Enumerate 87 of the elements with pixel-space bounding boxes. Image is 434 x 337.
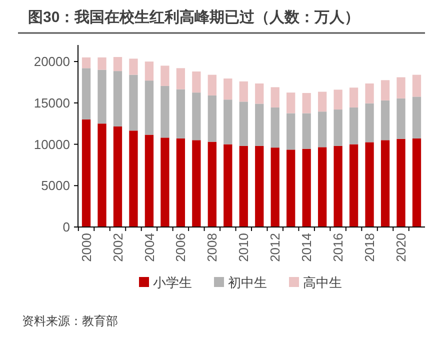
bar	[160, 86, 170, 138]
y-tick-label: 0	[62, 220, 70, 235]
bar	[302, 148, 311, 227]
x-tick-label: 2012	[268, 233, 283, 262]
bar	[113, 126, 122, 227]
bar	[334, 90, 342, 110]
bar	[239, 81, 248, 102]
bar	[396, 138, 406, 227]
bar	[349, 107, 358, 144]
x-tick-label: 2014	[299, 233, 314, 262]
bar	[224, 100, 232, 144]
bar	[349, 144, 358, 227]
y-tick-label: 20000	[34, 54, 70, 70]
bar	[129, 130, 138, 227]
text: 资料来源：教育部	[22, 314, 118, 328]
bar	[412, 138, 422, 227]
bar	[176, 68, 186, 90]
y-tick-label: 15000	[34, 95, 70, 110]
legend-label: 初中生	[228, 275, 267, 290]
bar	[334, 110, 342, 146]
bar	[255, 104, 264, 146]
bar	[176, 138, 186, 227]
bar	[286, 113, 296, 150]
bar	[224, 144, 232, 227]
bar	[98, 70, 106, 124]
x-tick-label: 2000	[78, 233, 94, 262]
bar	[144, 80, 154, 135]
bar	[318, 92, 327, 112]
bar	[144, 62, 154, 81]
y-tick-label: 10000	[34, 136, 70, 152]
bar	[129, 58, 138, 75]
x-tick-label: 2004	[142, 233, 157, 262]
bar	[286, 92, 296, 114]
bar	[270, 87, 280, 108]
bar	[208, 142, 216, 227]
bar	[82, 119, 91, 227]
bar	[365, 83, 374, 104]
chart-title: 图30：我国在校生红利高峰期已过（人数：万人）	[28, 8, 360, 26]
bar	[208, 74, 216, 96]
bar	[98, 57, 106, 70]
bar	[380, 140, 390, 227]
bar	[318, 147, 327, 227]
bar	[270, 148, 280, 227]
bar	[113, 56, 122, 72]
bar	[82, 68, 91, 120]
bar	[302, 113, 311, 149]
bar	[113, 71, 122, 126]
legend-label: 小学生	[153, 275, 192, 290]
bar	[192, 92, 201, 140]
bar	[334, 146, 342, 227]
bar	[365, 103, 374, 142]
x-tick-label: 2002	[110, 233, 126, 262]
bar	[365, 142, 374, 227]
legend-label: 高中生	[303, 275, 342, 290]
bar	[224, 78, 232, 100]
x-tick-label: 2016	[330, 233, 346, 262]
x-tick-label: 2010	[236, 233, 252, 262]
bar	[412, 96, 422, 138]
bar	[208, 95, 216, 142]
bar	[160, 138, 170, 227]
bar	[239, 146, 248, 227]
y-tick-label: 5000	[41, 178, 70, 194]
bar	[349, 88, 358, 108]
bar	[255, 146, 264, 227]
bar	[396, 77, 406, 98]
bar	[270, 107, 280, 148]
bar	[380, 80, 390, 100]
bar	[192, 140, 201, 227]
bar	[176, 89, 186, 138]
x-tick-label: 2020	[394, 233, 409, 262]
bar	[144, 134, 154, 227]
bar	[380, 100, 390, 140]
bar	[192, 71, 201, 93]
bar	[129, 74, 138, 131]
bar	[82, 57, 91, 68]
bar	[318, 112, 327, 148]
bar	[412, 74, 422, 97]
x-tick-label: 2008	[204, 233, 220, 262]
bar	[160, 66, 170, 86]
bar	[98, 124, 106, 227]
bar	[286, 150, 296, 227]
bar	[396, 98, 406, 139]
bar	[239, 102, 248, 146]
bar	[302, 92, 311, 114]
x-tick-label: 2018	[362, 233, 378, 262]
x-tick-label: 2006	[173, 233, 188, 262]
bar	[255, 83, 264, 104]
